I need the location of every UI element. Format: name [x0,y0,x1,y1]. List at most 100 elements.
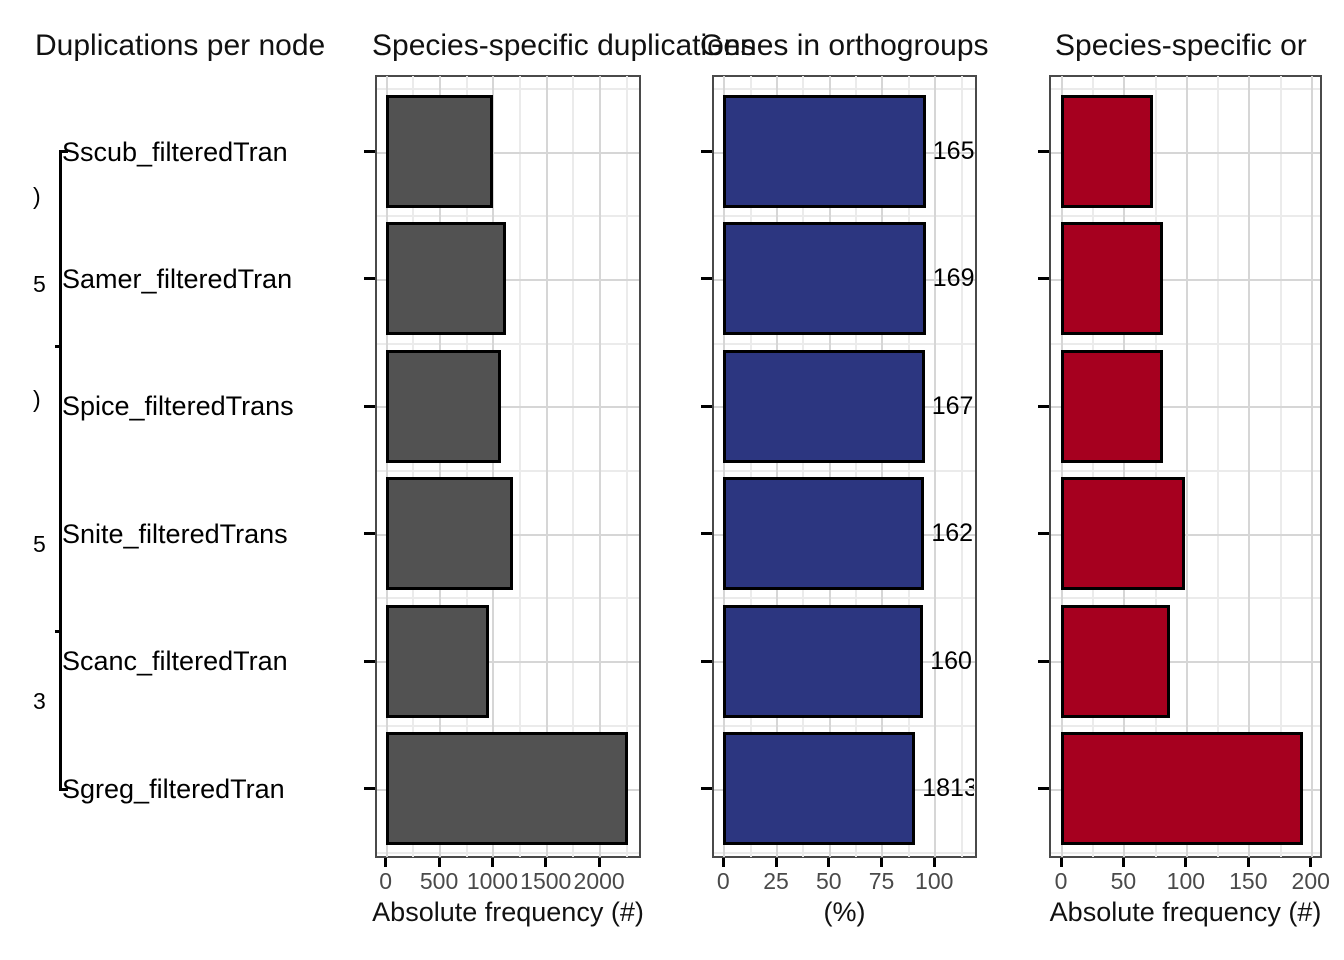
gridline-minor-h [714,342,975,345]
gridline-minor-h [714,470,975,472]
x-axis-tick [721,858,725,867]
y-axis-tick [701,404,712,408]
y-axis-tick [1038,659,1049,663]
gridline-minor-v [960,76,963,857]
gridline-minor-h [714,852,975,855]
bar [1061,477,1185,591]
y-axis-tick [701,150,712,153]
x-axis-tick-label: 150 [1229,868,1268,894]
gridline-minor-h [1051,724,1320,727]
gridline-minor-v [1154,76,1157,857]
x-axis-tick [879,858,883,867]
x-axis-tick-label: 2000 [573,868,625,894]
bar-value-label-clip: 169 [933,222,974,335]
gridline-major-h [1051,151,1320,154]
bar [385,732,629,845]
gridline-minor-h [377,597,639,600]
tree-node-stub [55,345,60,348]
tree-branch-stub [59,788,68,791]
gridline-minor-h [1051,215,1320,218]
panel-title-species-specific-duplications: Species-specific duplications [372,29,756,62]
x-axis-tick [1184,858,1188,867]
tree-node-label-clipped: 5 [33,271,46,297]
x-axis-tick [490,858,494,867]
bar-value-label: 162 [931,519,974,548]
gridline-minor-v [802,76,805,857]
gridline-major-h [1051,406,1320,409]
gridline-minor-h [377,470,639,472]
gridline-minor-v [465,76,468,857]
x-axis-tick [1309,858,1313,867]
y-axis-tick [1038,404,1049,408]
bar-value-label: 160 [930,646,972,675]
tree-branch-line [59,150,62,791]
bar [723,732,916,845]
x-axis-tick-label: 50 [1110,868,1137,894]
x-axis-tick [827,858,831,867]
gridline-minor-h [1051,470,1320,472]
gridline-major-v [599,76,602,857]
x-axis-tick [1121,858,1125,867]
y-axis-tick [701,532,712,536]
x-axis-tick-label: 1500 [520,868,572,894]
x-axis-tick [437,858,441,867]
x-axis-tick [1246,858,1250,867]
gridline-major-v [934,76,937,857]
gridline-minor-h [1051,87,1320,90]
gridline-major-v [439,76,442,857]
gridline-minor-v [855,76,858,857]
tree-node-stub [55,630,60,633]
tree-tip-label: Snite_filteredTrans [62,518,288,549]
gridline-major-v [385,76,388,857]
gridline-major-v [881,76,884,857]
x-axis-tick-label: 0 [379,868,393,894]
x-axis-tick-label: 25 [763,868,789,894]
y-axis-tick [701,277,712,281]
bar [723,222,926,336]
bar-value-label-clip: 162 [931,477,974,590]
y-axis-tick [1038,787,1049,790]
tree-node-label-clipped: 3 [33,688,46,714]
gridline-minor-h [377,215,639,218]
x-axis-title: Absolute frequency (#) [372,897,644,927]
gridline-major-h [377,661,639,664]
bar [385,477,513,591]
gridline-major-v [492,76,495,857]
panel-title-genes-in-orthogroups: Genes in orthogroups [700,29,989,62]
bar [1061,732,1304,845]
bar [723,349,925,463]
y-axis-tick [364,659,375,663]
x-axis-tick [384,858,388,867]
y-axis-tick [701,659,712,663]
tree-tip-label: Sgreg_filteredTran [62,773,285,804]
bar [723,95,926,208]
tree-tip-label: Samer_filteredTran [62,263,293,294]
tree-tip-label: Sscub_filteredTran [62,136,288,167]
gridline-major-v [1248,76,1251,857]
x-axis-title: (%) [823,897,866,927]
y-axis-tick [701,787,712,790]
gridline-minor-h [1051,852,1320,855]
tree-tip-label: Scanc_filteredTran [62,646,288,677]
y-axis-tick [1038,532,1049,536]
x-axis-tick-label: 200 [1291,868,1330,894]
gridline-major-v [723,76,726,857]
bar [723,604,924,718]
x-axis-tick-label: 1000 [466,868,518,894]
y-axis-tick [364,787,375,790]
bar-value-label: 1813 [922,774,974,802]
y-axis-tick [364,150,375,153]
panel-title-species-specific-orthogroups: Species-specific or [1055,29,1307,62]
bar-value-label-clip: 165 [933,95,974,208]
x-axis-tick [1059,858,1063,867]
gridline-minor-v [1092,76,1095,857]
panel-title-duplications-per-node: Duplications per node [35,29,326,62]
bar-value-label: 165 [932,137,974,165]
y-axis-tick [1038,150,1049,153]
bar [1061,95,1154,208]
bar [1061,604,1170,718]
gridline-minor-h [714,724,975,727]
bar-value-label-clip: 1813 [922,732,974,845]
gridline-major-v [776,76,779,857]
bar [385,222,506,336]
